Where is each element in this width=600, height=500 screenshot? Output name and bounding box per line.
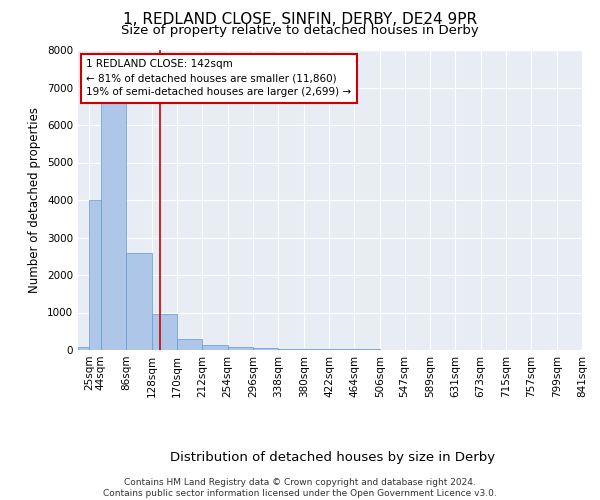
Text: Distribution of detached houses by size in Derby: Distribution of detached houses by size …: [170, 451, 496, 464]
Bar: [304, 349, 329, 350]
Bar: [78, 347, 89, 350]
Bar: [253, 348, 278, 350]
Bar: [89, 200, 101, 350]
Bar: [202, 345, 227, 350]
Bar: [278, 348, 304, 350]
Text: 1, REDLAND CLOSE, SINFIN, DERBY, DE24 9PR: 1, REDLAND CLOSE, SINFIN, DERBY, DE24 9P…: [123, 12, 477, 28]
Text: Contains HM Land Registry data © Crown copyright and database right 2024.
Contai: Contains HM Land Registry data © Crown c…: [103, 478, 497, 498]
Bar: [227, 346, 253, 350]
Bar: [152, 314, 177, 350]
Y-axis label: Number of detached properties: Number of detached properties: [28, 107, 41, 293]
Bar: [101, 102, 126, 350]
Bar: [177, 339, 202, 350]
Bar: [329, 349, 355, 350]
Bar: [126, 252, 152, 350]
Text: 1 REDLAND CLOSE: 142sqm
← 81% of detached houses are smaller (11,860)
19% of sem: 1 REDLAND CLOSE: 142sqm ← 81% of detache…: [86, 60, 352, 98]
Text: Size of property relative to detached houses in Derby: Size of property relative to detached ho…: [121, 24, 479, 37]
